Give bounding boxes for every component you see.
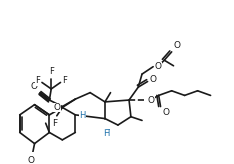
Text: O: O bbox=[173, 41, 180, 50]
Text: F: F bbox=[62, 76, 67, 85]
Text: F: F bbox=[49, 67, 54, 76]
Text: F: F bbox=[35, 76, 40, 85]
Text: O: O bbox=[30, 82, 37, 91]
Text: O: O bbox=[54, 103, 61, 112]
Text: O: O bbox=[162, 108, 169, 117]
Text: O: O bbox=[162, 108, 169, 117]
Text: O: O bbox=[150, 75, 156, 84]
Text: O: O bbox=[54, 103, 61, 112]
Text: H: H bbox=[79, 111, 85, 120]
Text: O: O bbox=[148, 96, 155, 104]
Text: O: O bbox=[173, 41, 180, 50]
Text: O: O bbox=[27, 156, 34, 164]
Text: F: F bbox=[35, 76, 40, 85]
Text: O: O bbox=[30, 82, 37, 91]
Text: O: O bbox=[148, 96, 155, 104]
Text: H̅: H̅ bbox=[103, 129, 109, 138]
Text: F: F bbox=[52, 119, 58, 128]
Text: O: O bbox=[155, 62, 162, 71]
Text: F: F bbox=[49, 67, 54, 76]
Text: H̅: H̅ bbox=[103, 129, 109, 138]
Text: F: F bbox=[52, 119, 58, 128]
Text: O: O bbox=[155, 62, 162, 71]
Text: F: F bbox=[62, 76, 67, 85]
Text: O: O bbox=[27, 156, 34, 164]
Text: H: H bbox=[79, 111, 85, 120]
Text: O: O bbox=[150, 75, 156, 84]
